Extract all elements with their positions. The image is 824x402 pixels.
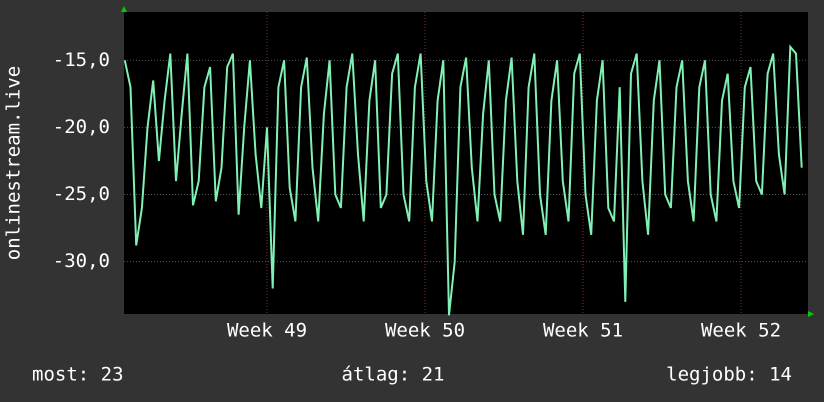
stat-best: legjobb: 14: [666, 364, 792, 386]
x-tick-label: Week 51: [543, 320, 623, 342]
x-tick-label: Week 50: [385, 320, 465, 342]
plot-area: [124, 12, 808, 314]
stat-average: átlag: 21: [342, 364, 445, 386]
x-tick-label: Week 52: [701, 320, 781, 342]
x-tick-label: Week 49: [227, 320, 307, 342]
y-tick-label: -25,0: [53, 183, 110, 205]
y-tick-label: -30,0: [53, 250, 110, 272]
axis-arrow: [808, 311, 814, 317]
y-tick-label: -15,0: [53, 49, 110, 71]
stat-current: most: 23: [32, 364, 124, 386]
y-tick-label: -20,0: [53, 116, 110, 138]
data-line: [123, 44, 803, 316]
y-axis-label: onlinestream.live: [3, 66, 25, 260]
axis-arrow: [121, 6, 127, 12]
